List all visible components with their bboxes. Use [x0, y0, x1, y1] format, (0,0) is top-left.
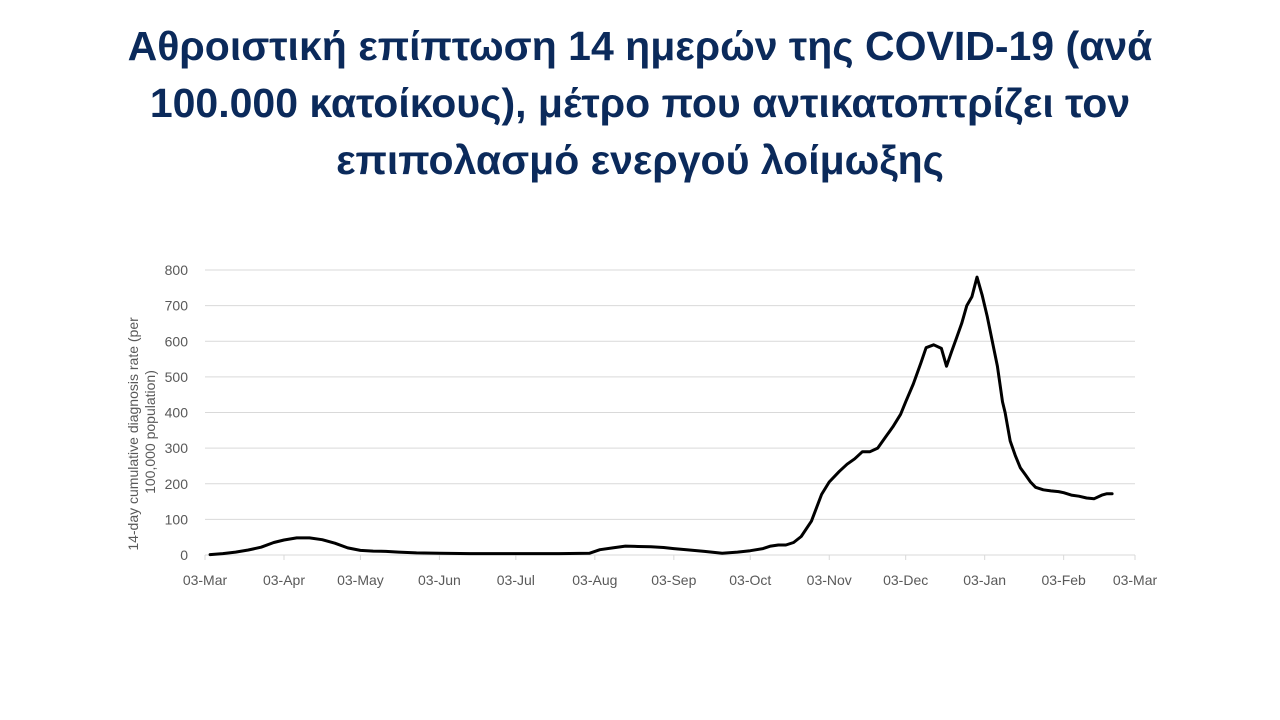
x-axis-ticks: 03-Mar 03-Apr 03-May 03-Jun 03-Jul 03-Aug 03-S…	[183, 555, 1158, 588]
x-tick-label: 03-Feb	[1041, 572, 1086, 588]
slide-title-line-3: επιπολασμό ενεργού λοίμωξης	[336, 137, 944, 183]
x-tick-label: 03-Jan	[963, 572, 1006, 588]
series-line-diagnosis-rate	[208, 275, 1114, 557]
x-tick-label: 03-Mar	[1113, 572, 1158, 588]
slide-title: Αθροιστική επίπτωση 14 ημερών της COVID-…	[60, 18, 1220, 189]
x-tick-label: 03-Dec	[883, 572, 928, 588]
y-tick-label: 800	[165, 262, 189, 278]
y-axis-title-line-1: 14-day cumulative diagnosis rate (per	[125, 317, 141, 551]
x-tick-label: 03-Oct	[729, 572, 771, 588]
y-axis-title: 14-day cumulative diagnosis rate (per 10…	[125, 313, 158, 550]
x-tick-label: 03-Mar	[183, 572, 228, 588]
y-tick-label: 300	[165, 440, 189, 456]
y-tick-label: 400	[165, 405, 189, 421]
x-tick-label: 03-May	[337, 572, 384, 588]
y-tick-label: 700	[165, 298, 189, 314]
x-tick-label: 03-Aug	[572, 572, 617, 588]
x-tick-label: 03-Jul	[497, 572, 535, 588]
y-tick-label: 100	[165, 511, 189, 527]
y-tick-label: 600	[165, 333, 189, 349]
y-axis-title-line-2: 100,000 population)	[142, 370, 158, 494]
slide-title-line-1: Αθροιστική επίπτωση 14 ημερών της COVID-…	[127, 23, 1153, 69]
x-tick-label: 03-Nov	[807, 572, 852, 588]
x-tick-label: 03-Sep	[651, 572, 696, 588]
y-axis-ticks: 0 100 200 300 400 500 600 700 800	[165, 262, 189, 563]
slide-title-line-2: 100.000 κατοίκους), μέτρο που αντικατοπτ…	[149, 80, 1131, 126]
x-tick-label: 03-Apr	[263, 572, 305, 588]
y-tick-label: 0	[180, 547, 188, 563]
y-tick-label: 200	[165, 476, 189, 492]
x-tick-label: 03-Jun	[418, 572, 461, 588]
y-tick-label: 500	[165, 369, 189, 385]
gridlines	[205, 269, 1135, 520]
